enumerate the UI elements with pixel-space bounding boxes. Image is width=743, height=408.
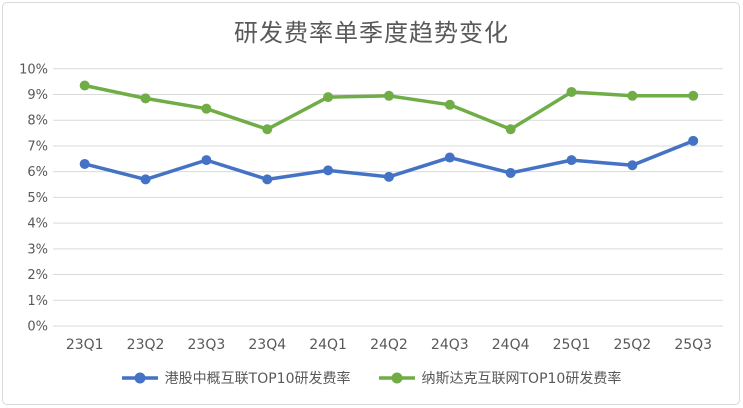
legend-dot (134, 372, 146, 384)
data-point (688, 90, 699, 101)
x-tick-label: 24Q1 (309, 337, 347, 353)
data-point (201, 155, 212, 166)
chart-title: 研发费率单季度趋势变化 (234, 19, 509, 47)
data-point (444, 99, 455, 110)
y-tick-label: 10% (19, 62, 48, 77)
y-tick-label: 9% (27, 88, 48, 103)
data-point (201, 103, 212, 114)
y-tick-label: 5% (27, 191, 48, 206)
data-point (262, 174, 273, 185)
x-tick-label: 25Q1 (553, 337, 591, 353)
data-point (566, 86, 577, 97)
data-point (627, 90, 638, 101)
data-point (262, 124, 273, 135)
data-point (323, 92, 334, 103)
x-tick-label: 23Q1 (66, 337, 104, 353)
y-tick-label: 2% (27, 268, 48, 283)
x-tick-label: 23Q4 (248, 337, 286, 353)
x-tick-label: 23Q3 (188, 337, 226, 353)
data-point (383, 90, 394, 101)
y-tick-label: 7% (27, 139, 48, 154)
data-point (566, 155, 577, 166)
x-tick-label: 24Q2 (370, 337, 408, 353)
data-point (627, 160, 638, 171)
x-tick-label: 24Q4 (492, 337, 530, 353)
legend-dot (391, 372, 402, 384)
data-point (444, 152, 455, 163)
legend-item-1: 港股中概互联TOP10研发费率 (121, 368, 351, 388)
y-tick-label: 4% (27, 217, 48, 232)
legend-label: 港股中概互联TOP10研发费率 (164, 371, 351, 387)
legend-line-marker-icon (121, 372, 158, 384)
data-point (505, 124, 516, 135)
x-tick-label: 25Q2 (613, 337, 651, 353)
data-point (79, 80, 90, 91)
x-tick-label: 23Q2 (127, 337, 165, 353)
y-tick-label: 6% (27, 165, 48, 180)
legend-line-marker-icon (378, 372, 415, 384)
legend-label: 纳斯达克互联网TOP10研发费率 (421, 371, 622, 387)
data-point (79, 158, 90, 169)
data-point (323, 165, 334, 176)
y-tick-label: 0% (27, 320, 48, 335)
x-tick-label: 25Q3 (674, 337, 712, 353)
data-point (383, 171, 394, 182)
chart-legend: 港股中概互联TOP10研发费率 纳斯达克互联网TOP10研发费率 (0, 368, 743, 388)
data-point (140, 174, 151, 185)
legend-item-2: 纳斯达克互联网TOP10研发费率 (378, 368, 622, 388)
x-tick-label: 24Q3 (431, 337, 469, 353)
data-point (505, 167, 516, 178)
data-point (140, 93, 151, 104)
y-tick-label: 1% (27, 294, 48, 309)
data-point (688, 135, 699, 146)
y-tick-label: 8% (27, 114, 48, 129)
y-tick-label: 3% (27, 242, 48, 257)
